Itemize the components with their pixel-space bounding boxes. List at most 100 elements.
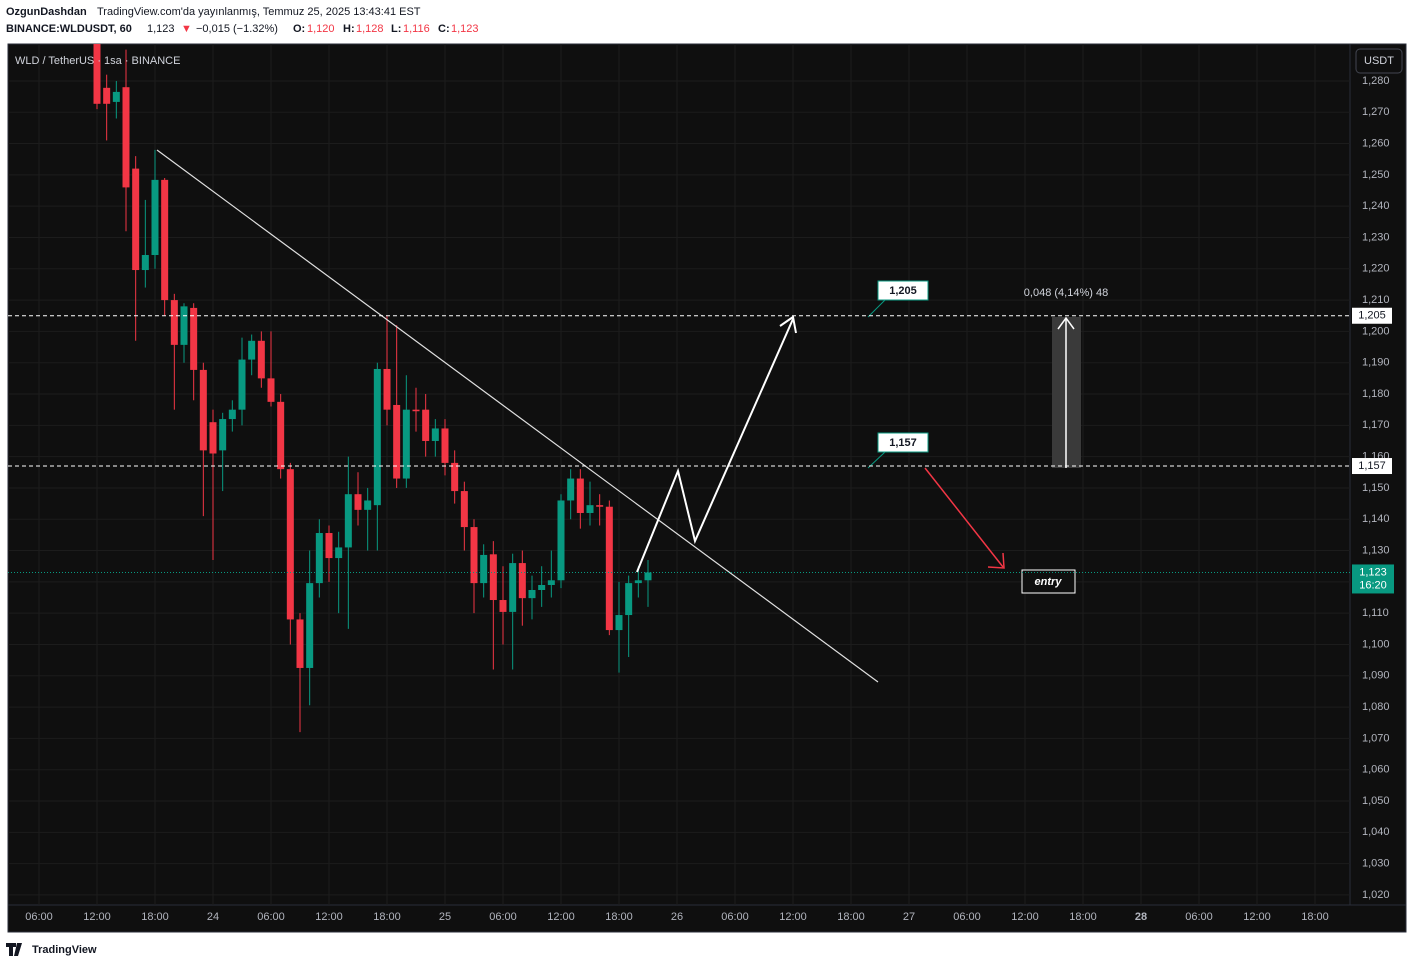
x-tick-label: 18:00	[141, 911, 169, 923]
candle-body	[586, 505, 594, 513]
y-tick-label: 1,040	[1362, 826, 1390, 838]
y-tick-label: 1,060	[1362, 764, 1390, 776]
x-tick-label: 18:00	[605, 911, 633, 923]
y-tick-label: 1,030	[1362, 858, 1390, 870]
x-tick-label: 28	[1135, 911, 1147, 923]
y-tick-label: 1,270	[1362, 106, 1390, 118]
callout-leader	[867, 299, 886, 318]
y-tick-label: 1,210	[1362, 294, 1390, 306]
last-price: 1,123	[147, 23, 175, 35]
y-tick-label: 1,080	[1362, 701, 1390, 713]
x-tick-label: 12:00	[779, 911, 807, 923]
x-tick-label: 06:00	[953, 911, 981, 923]
currency[interactable]: USDT	[1364, 55, 1394, 67]
x-tick-label: 18:00	[1069, 911, 1097, 923]
candle-body	[315, 533, 323, 584]
candle-body	[180, 306, 188, 345]
x-tick-label: 06:00	[489, 911, 517, 923]
l-label: L:	[391, 23, 401, 35]
trendline	[156, 149, 879, 683]
y-tick-label: 1,090	[1362, 670, 1390, 682]
y-tick-label: 1,170	[1362, 419, 1390, 431]
candle-body	[228, 409, 236, 420]
candle-body	[364, 500, 372, 510]
red-arrow-head	[987, 552, 1005, 569]
candle-body	[122, 87, 130, 188]
candle-body	[161, 179, 169, 301]
callout-box	[877, 280, 929, 301]
change: −0,015 (−1.32%)	[196, 23, 278, 35]
y-tick-label: 1,260	[1362, 137, 1390, 149]
candle-body	[451, 462, 459, 492]
x-tick-label: 18:00	[373, 911, 401, 923]
y-tick-label: 1,140	[1362, 513, 1390, 525]
candle-body	[132, 168, 140, 271]
x-tick-label: 06:00	[257, 911, 285, 923]
candle-body	[103, 87, 111, 104]
candle-body	[393, 404, 401, 479]
candle-body	[112, 91, 120, 102]
y-tick-label: 1,180	[1362, 388, 1390, 400]
level-tag-label: 1,157	[1358, 460, 1386, 472]
path-arrow	[636, 318, 794, 573]
level-tag-label: 1,205	[1358, 310, 1386, 322]
y-tick-label: 1,250	[1362, 169, 1390, 181]
x-tick-label: 06:00	[25, 911, 53, 923]
candle-body	[93, 44, 101, 104]
candle-body	[325, 533, 333, 559]
x-tick-label: 18:00	[837, 911, 865, 923]
candle-body	[344, 494, 352, 548]
candle-body	[605, 506, 613, 631]
candle-body	[509, 563, 517, 612]
candle-body	[248, 340, 256, 360]
x-tick-label: 27	[903, 911, 915, 923]
candle-body	[238, 359, 246, 410]
candle-body	[354, 494, 362, 510]
candle-body	[634, 580, 642, 584]
candle-body	[538, 584, 546, 591]
candle-body	[470, 527, 478, 584]
candle-body	[499, 600, 507, 612]
candle-body	[557, 500, 565, 581]
candle-body	[199, 369, 207, 451]
candle-body	[402, 409, 410, 479]
callout-leader	[867, 451, 886, 469]
x-tick-label: 06:00	[1185, 911, 1213, 923]
x-tick-label: 12:00	[83, 911, 111, 923]
candle-body	[615, 615, 623, 631]
countdown: 16:20	[1359, 579, 1387, 591]
measure-label: 0,048 (4,14%) 48	[1024, 287, 1108, 299]
callout-box	[877, 432, 929, 453]
o-label: O:	[293, 23, 305, 35]
current-price-tag	[1352, 564, 1394, 594]
candle-body	[151, 179, 159, 256]
entry-box	[1021, 569, 1076, 594]
candle-body	[460, 491, 468, 528]
candle-body	[296, 619, 304, 668]
tv-logo: TradingView	[6, 943, 97, 956]
y-tick-label: 1,130	[1362, 544, 1390, 556]
candle-body	[489, 554, 497, 601]
y-tick-label: 1,280	[1362, 75, 1390, 87]
candle-body	[277, 401, 285, 470]
candle-body	[257, 340, 265, 379]
candle-body	[219, 419, 227, 451]
level-tag	[1352, 307, 1392, 324]
candle-body	[412, 409, 420, 412]
y-tick-label: 1,150	[1362, 482, 1390, 494]
x-tick-label: 24	[207, 911, 219, 923]
x-tick-label: 12:00	[547, 911, 575, 923]
red-arrow	[924, 467, 1004, 568]
current-price-label: 1,123	[1359, 566, 1387, 578]
currency-button[interactable]	[1355, 48, 1403, 74]
h-value: 1,128	[356, 23, 384, 35]
brand: TradingView	[32, 944, 97, 956]
y-tick-label: 1,200	[1362, 325, 1390, 337]
measure-arrow-head	[1057, 316, 1075, 330]
x-tick-label: 25	[439, 911, 451, 923]
candle-body	[480, 554, 488, 584]
candles	[93, 44, 652, 733]
x-tick-label: 12:00	[315, 911, 343, 923]
c-label: C:	[438, 23, 450, 35]
